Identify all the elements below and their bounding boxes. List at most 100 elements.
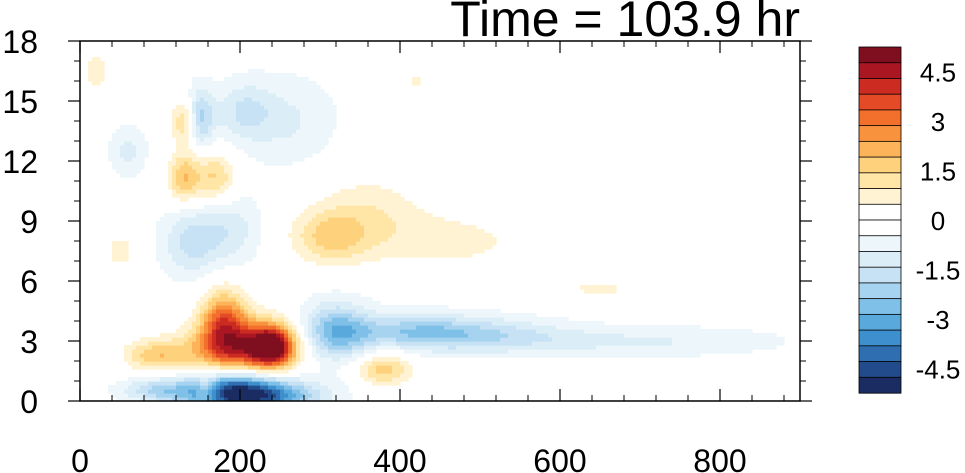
contour-cell	[332, 233, 337, 238]
contour-cell	[712, 333, 717, 338]
contour-cell	[340, 393, 345, 398]
contour-cell	[692, 353, 697, 358]
contour-cell	[292, 385, 297, 390]
contour-cell	[300, 137, 305, 142]
contour-cell	[412, 349, 417, 354]
contour-cell	[268, 397, 273, 401]
contour-cell	[496, 317, 501, 322]
contour-cell	[496, 333, 501, 338]
contour-cell	[324, 217, 329, 222]
contour-cell	[420, 317, 425, 322]
contour-cell	[324, 205, 329, 210]
contour-cell	[592, 349, 597, 354]
contour-cell	[308, 297, 313, 302]
contour-cell	[184, 165, 189, 170]
contour-cell	[252, 77, 257, 82]
contour-cell	[156, 245, 161, 250]
contour-cell	[480, 333, 485, 338]
contour-cell	[220, 373, 225, 378]
contour-cell	[408, 341, 413, 346]
contour-cell	[112, 389, 117, 394]
contour-cell	[188, 209, 193, 214]
contour-cell	[540, 321, 545, 326]
contour-cell	[404, 241, 409, 246]
contour-cell	[328, 253, 333, 258]
contour-cell	[488, 349, 493, 354]
contour-cell	[468, 321, 473, 326]
contour-cell	[476, 321, 481, 326]
contour-cell	[484, 337, 489, 342]
contour-cell	[736, 333, 741, 338]
contour-cell	[268, 393, 273, 398]
contour-cell	[532, 353, 537, 358]
contour-cell	[240, 209, 245, 214]
contour-cell	[196, 89, 201, 94]
contour-cell	[168, 365, 173, 370]
contour-cell	[480, 233, 485, 238]
contour-cell	[200, 301, 205, 306]
contour-cell	[208, 397, 213, 401]
contour-cell	[384, 357, 389, 362]
contour-cell	[352, 205, 357, 210]
contour-cell	[216, 349, 221, 354]
contour-cell	[312, 345, 317, 350]
contour-cell	[160, 361, 165, 366]
contour-cell	[212, 213, 217, 218]
contour-cell	[272, 345, 277, 350]
contour-cell	[496, 353, 501, 358]
contour-cell	[240, 217, 245, 222]
contour-cell	[404, 309, 409, 314]
contour-cell	[116, 149, 121, 154]
contour-cell	[256, 357, 261, 362]
contour-cell	[488, 309, 493, 314]
contour-cell	[252, 393, 257, 398]
contour-cell	[472, 341, 477, 346]
contour-cell	[344, 345, 349, 350]
contour-cell	[236, 289, 241, 294]
contour-cell	[468, 341, 473, 346]
contour-cell	[392, 317, 397, 322]
colorbar-box	[858, 345, 902, 363]
contour-cell	[340, 249, 345, 254]
contour-cell	[396, 197, 401, 202]
contour-cell	[596, 333, 601, 338]
contour-cell	[516, 349, 521, 354]
contour-cell	[108, 385, 113, 390]
contour-cell	[196, 337, 201, 342]
contour-cell	[360, 201, 365, 206]
contour-cell	[364, 245, 369, 250]
contour-cell	[348, 325, 353, 330]
contour-cell	[216, 361, 221, 366]
contour-cell	[316, 141, 321, 146]
contour-cell	[256, 81, 261, 86]
contour-cell	[732, 337, 737, 342]
contour-cell	[224, 161, 229, 166]
contour-cell	[256, 93, 261, 98]
contour-cell	[280, 365, 285, 370]
contour-cell	[236, 145, 241, 150]
contour-cell	[264, 89, 269, 94]
contour-cell	[360, 249, 365, 254]
contour-cell	[192, 373, 197, 378]
contour-cell	[232, 233, 237, 238]
contour-cell	[272, 329, 277, 334]
contour-cell	[276, 397, 281, 401]
contour-cell	[672, 329, 677, 334]
contour-cell	[252, 313, 257, 318]
contour-cell	[328, 297, 333, 302]
contour-cell	[400, 229, 405, 234]
contour-cell	[408, 329, 413, 334]
contour-cell	[216, 189, 221, 194]
contour-cell	[668, 329, 673, 334]
contour-cell	[232, 385, 237, 390]
contour-cell	[248, 141, 253, 146]
contour-cell	[404, 213, 409, 218]
contour-cell	[356, 221, 361, 226]
contour-cell	[240, 365, 245, 370]
contour-cell	[228, 93, 233, 98]
contour-cell	[312, 213, 317, 218]
contour-cell	[388, 237, 393, 242]
contour-cell	[156, 397, 161, 401]
contour-cell	[280, 145, 285, 150]
contour-cell	[396, 217, 401, 222]
